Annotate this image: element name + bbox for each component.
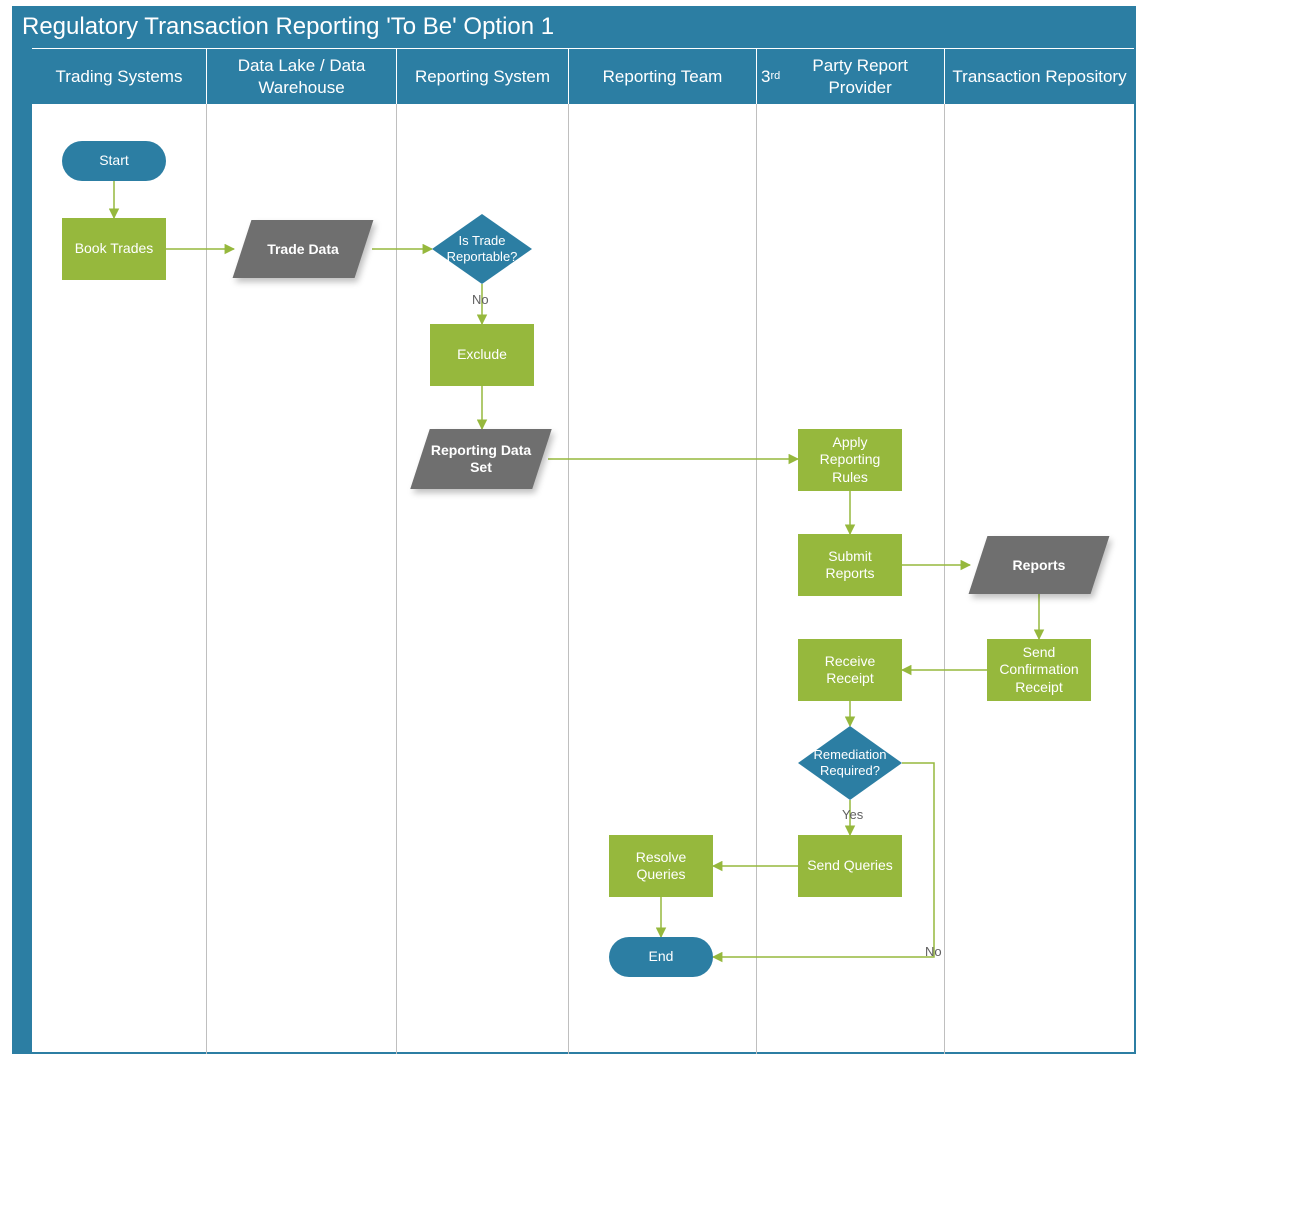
lane-divider	[756, 104, 757, 1054]
process-submit_reports: Submit Reports	[798, 534, 902, 596]
data-trade_data: Trade Data	[242, 220, 364, 278]
process-apply_rules: Apply Reporting Rules	[798, 429, 902, 491]
process-send_queries: Send Queries	[798, 835, 902, 897]
lane-header-transaction-repo: Transaction Repository	[944, 48, 1134, 104]
data-reporting_set: Reporting Data Set	[420, 429, 542, 489]
lane-divider	[568, 104, 569, 1054]
lane-header-data-lake: Data Lake / Data Warehouse	[206, 48, 396, 104]
process-exclude: Exclude	[430, 324, 534, 386]
lane-divider	[396, 104, 397, 1054]
terminator-start: Start	[62, 141, 166, 181]
process-send_confirm: Send Confirmation Receipt	[987, 639, 1091, 701]
terminator-end: End	[609, 937, 713, 977]
edge-label-reportable-exclude: No	[472, 292, 489, 307]
process-resolve_queries: Resolve Queries	[609, 835, 713, 897]
diagram-canvas: Regulatory Transaction Reporting 'To Be'…	[0, 0, 1312, 1212]
diagram-frame	[12, 6, 1136, 1054]
lane-header-reporting-system: Reporting System	[396, 48, 568, 104]
edge-label-remed-end: No	[925, 944, 942, 959]
lane-divider	[944, 104, 945, 1054]
lane-header-third-party: 3rd Party Report Provider	[756, 48, 944, 104]
process-receive_receipt: Receive Receipt	[798, 639, 902, 701]
process-book_trades: Book Trades	[62, 218, 166, 280]
diagram-title-text: Regulatory Transaction Reporting 'To Be'…	[22, 13, 554, 41]
lane-divider	[206, 104, 207, 1054]
data-reports: Reports	[978, 536, 1100, 594]
diagram-title: Regulatory Transaction Reporting 'To Be'…	[12, 6, 1136, 48]
diagram-left-rail	[12, 48, 32, 1054]
lane-header-reporting-team: Reporting Team	[568, 48, 756, 104]
edge-label-remed-send: Yes	[842, 807, 863, 822]
lane-header-trading-systems: Trading Systems	[32, 48, 206, 104]
